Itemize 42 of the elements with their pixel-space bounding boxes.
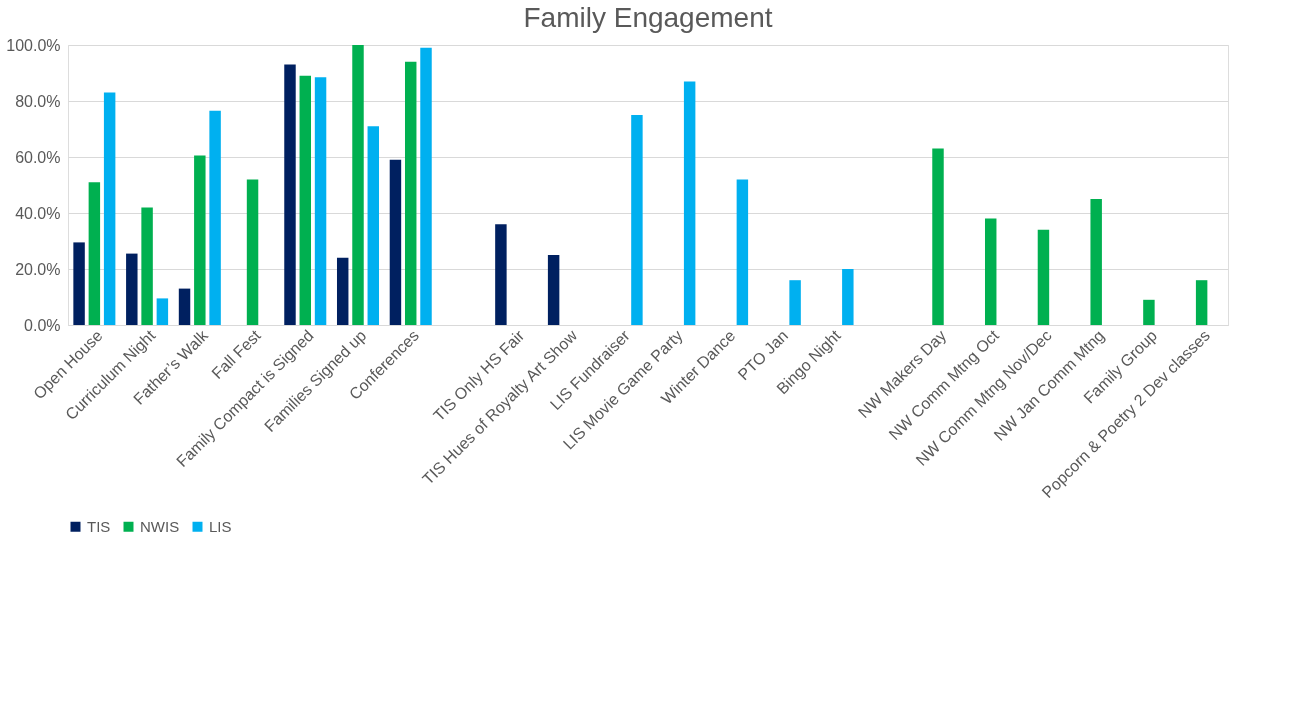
bar	[141, 207, 153, 325]
bar	[389, 159, 402, 325]
legend-label: LIS	[209, 517, 232, 535]
legend-label: NWIS	[140, 517, 180, 535]
bar	[495, 224, 507, 325]
bar	[126, 253, 138, 325]
bar	[284, 64, 296, 325]
bar	[547, 255, 560, 325]
y-tick-label: 0.0%	[24, 316, 61, 334]
bar	[405, 61, 417, 325]
bar	[299, 75, 311, 325]
bar	[1090, 199, 1102, 325]
bar	[631, 115, 643, 325]
chart-title: Family Engagement	[523, 2, 773, 33]
bar	[932, 148, 944, 325]
bar	[352, 45, 364, 325]
y-tick-label: 100.0%	[6, 36, 61, 54]
bar	[420, 47, 432, 325]
bar	[314, 77, 327, 325]
bar	[246, 179, 259, 325]
bar	[156, 298, 169, 325]
legend-label: TIS	[87, 517, 111, 535]
bar	[683, 81, 696, 325]
bar	[209, 110, 221, 325]
bar	[1143, 299, 1155, 325]
bar	[1037, 229, 1050, 325]
bar	[88, 182, 101, 325]
y-tick-label: 20.0%	[15, 260, 61, 278]
bar	[103, 92, 116, 325]
bar	[736, 179, 749, 325]
bar	[367, 126, 380, 325]
bar	[73, 242, 85, 325]
bar	[842, 269, 854, 325]
bar	[336, 257, 349, 325]
bar	[789, 280, 801, 325]
bar	[985, 218, 997, 325]
bar	[1195, 280, 1208, 325]
y-tick-label: 60.0%	[15, 148, 61, 166]
bar	[178, 288, 191, 325]
y-tick-label: 40.0%	[15, 204, 61, 222]
bar	[194, 155, 206, 325]
y-tick-label: 80.0%	[15, 92, 61, 110]
